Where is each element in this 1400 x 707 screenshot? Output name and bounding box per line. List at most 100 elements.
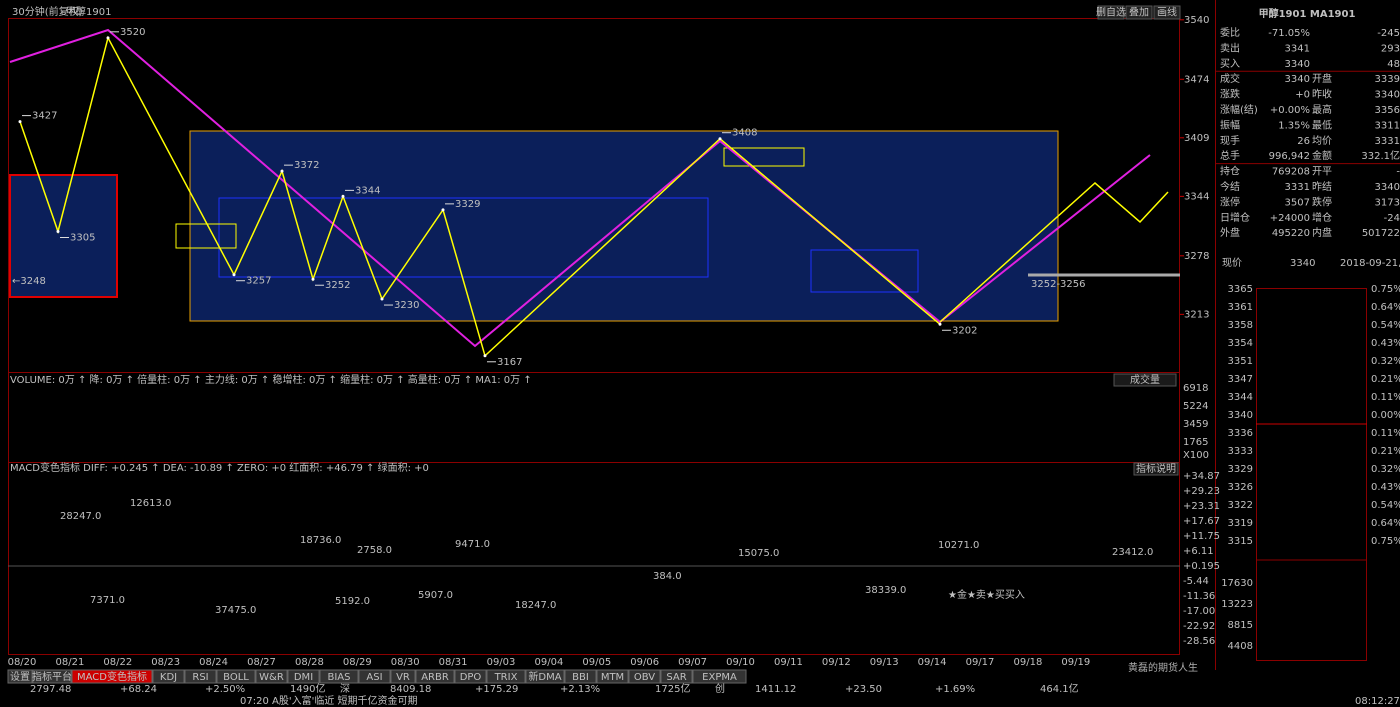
tab-label[interactable]: ARBR: [421, 672, 449, 683]
tab[interactable]: [71, 669, 153, 684]
tool-button-label[interactable]: 删自选: [1096, 6, 1126, 19]
annotation: ←3248: [12, 276, 46, 287]
tab-label[interactable]: OBV: [634, 672, 655, 683]
date-label: 09/14: [918, 657, 947, 668]
tab[interactable]: [358, 669, 391, 684]
tab[interactable]: [628, 669, 661, 684]
status-item: 1725亿: [655, 682, 690, 695]
quote-value: 3173: [1375, 197, 1400, 208]
tab-label[interactable]: KDJ: [160, 672, 177, 683]
quote-value: -245: [1377, 28, 1400, 39]
pivot-label: 3408: [732, 128, 757, 139]
quote-value: 48: [1387, 59, 1400, 70]
tab[interactable]: [216, 669, 256, 684]
quote-label: 开盘: [1312, 72, 1332, 85]
quote-value: +24000: [1270, 213, 1310, 224]
tab[interactable]: [7, 669, 33, 684]
tab-label[interactable]: VR: [396, 672, 410, 683]
tab-label[interactable]: 新DMA: [528, 670, 561, 683]
tab[interactable]: [692, 669, 747, 684]
quote-label: 成交: [1220, 72, 1240, 85]
intraday-tick: 3336: [1228, 428, 1253, 439]
content: 30分钟(前复权)甲醇1901 删自选 叠加 画线 3540 3474 3409 3344 32…: [7, 5, 1400, 707]
intraday-pct: 0.00%: [1371, 410, 1400, 421]
tab-label[interactable]: BOLL: [223, 672, 249, 683]
tab-label[interactable]: DMI: [294, 672, 313, 683]
tool-button[interactable]: [1125, 5, 1153, 20]
tab[interactable]: [596, 669, 629, 684]
date-label: 09/11: [774, 657, 803, 668]
tab-label[interactable]: ASI: [366, 672, 382, 683]
macd-annotation: 2758.0: [357, 545, 392, 556]
tab-label[interactable]: SAR: [666, 672, 686, 683]
status-item: 464.1亿: [1040, 682, 1079, 695]
volume-tick-label: 3459: [1183, 419, 1208, 430]
intraday-pct: 0.32%: [1371, 464, 1400, 475]
tab[interactable]: [184, 669, 217, 684]
macd-tick-label: -5.44: [1183, 576, 1209, 587]
tab[interactable]: [564, 669, 597, 684]
period: 30分钟(前复权): [12, 5, 83, 18]
tool-button[interactable]: [1153, 5, 1181, 20]
tool-button-label[interactable]: 叠加: [1129, 7, 1149, 19]
panel-button[interactable]: [1133, 462, 1179, 476]
intraday-vol-tick: 17630: [1221, 578, 1253, 589]
wave-line: [939, 182, 1169, 323]
tab[interactable]: [660, 669, 693, 684]
quote-value: 332.1亿: [1361, 149, 1400, 162]
tool-button[interactable]: [1097, 5, 1125, 20]
intraday-tick: 3340: [1228, 410, 1253, 421]
tab-label[interactable]: DPO: [460, 672, 482, 683]
quote-value: 3331: [1285, 182, 1310, 193]
quote-value: 3341: [1285, 43, 1310, 54]
macd-annotation: 384.0: [653, 571, 682, 582]
blue-box: [810, 249, 919, 293]
intraday-tick: 3322: [1228, 500, 1253, 511]
tab-label[interactable]: MTM: [601, 672, 624, 683]
intraday-pct: 0.54%: [1371, 320, 1400, 331]
tab[interactable]: [454, 669, 487, 684]
tab[interactable]: [415, 669, 455, 684]
tab-label[interactable]: TRIX: [494, 672, 518, 683]
quote-label: 总手: [1220, 149, 1240, 162]
macd-tick-label: +17.67: [1183, 516, 1220, 527]
pivot-label: 3427: [32, 111, 57, 122]
tab-label[interactable]: EXPMA: [702, 672, 737, 683]
tab-label[interactable]: RSI: [192, 672, 208, 683]
panel-button-label[interactable]: 指标说明: [1136, 462, 1176, 475]
tab[interactable]: [319, 669, 359, 684]
quote-value: 26: [1297, 136, 1310, 147]
intraday-vol-tick: 8815: [1228, 620, 1253, 631]
quote-label: 持仓: [1220, 165, 1240, 178]
quote-label: 涨幅(结): [1220, 103, 1258, 116]
quote-value: -: [1396, 167, 1400, 178]
macd-annotation: 38339.0: [865, 585, 906, 596]
intraday-tick: 3361: [1228, 302, 1253, 313]
macd-tick-label: +34.87: [1183, 471, 1220, 482]
quote-value: 3340: [1285, 59, 1310, 70]
quote-label: 增仓: [1312, 211, 1332, 224]
tab-label[interactable]: W&R: [259, 672, 284, 683]
tab[interactable]: [287, 669, 320, 684]
tab-label[interactable]: 设置: [10, 671, 30, 683]
tool-button-label[interactable]: 画线: [1157, 6, 1177, 19]
intraday-pct: 0.21%: [1371, 374, 1400, 385]
date-label: 09/12: [822, 657, 851, 668]
y-tick-label: 3540: [1184, 15, 1209, 26]
panel-button-label[interactable]: 成交量: [1130, 373, 1160, 386]
tab[interactable]: [32, 669, 72, 684]
tab-label[interactable]: MACD变色指标: [77, 670, 147, 683]
tab[interactable]: [525, 669, 565, 684]
tab[interactable]: [486, 669, 526, 684]
tab[interactable]: [152, 669, 185, 684]
intraday-vol-tick: 13223: [1221, 599, 1253, 610]
price-label: 现价: [1222, 257, 1242, 269]
quote-value: 3340: [1375, 90, 1400, 101]
yellow-box: [723, 147, 805, 167]
tab-label[interactable]: BBI: [572, 672, 589, 683]
tab[interactable]: [390, 669, 416, 684]
panel-button[interactable]: [1113, 373, 1177, 387]
tab-label[interactable]: BIAS: [328, 672, 351, 683]
tab-label[interactable]: 指标平台: [32, 670, 72, 683]
tab[interactable]: [255, 669, 288, 684]
